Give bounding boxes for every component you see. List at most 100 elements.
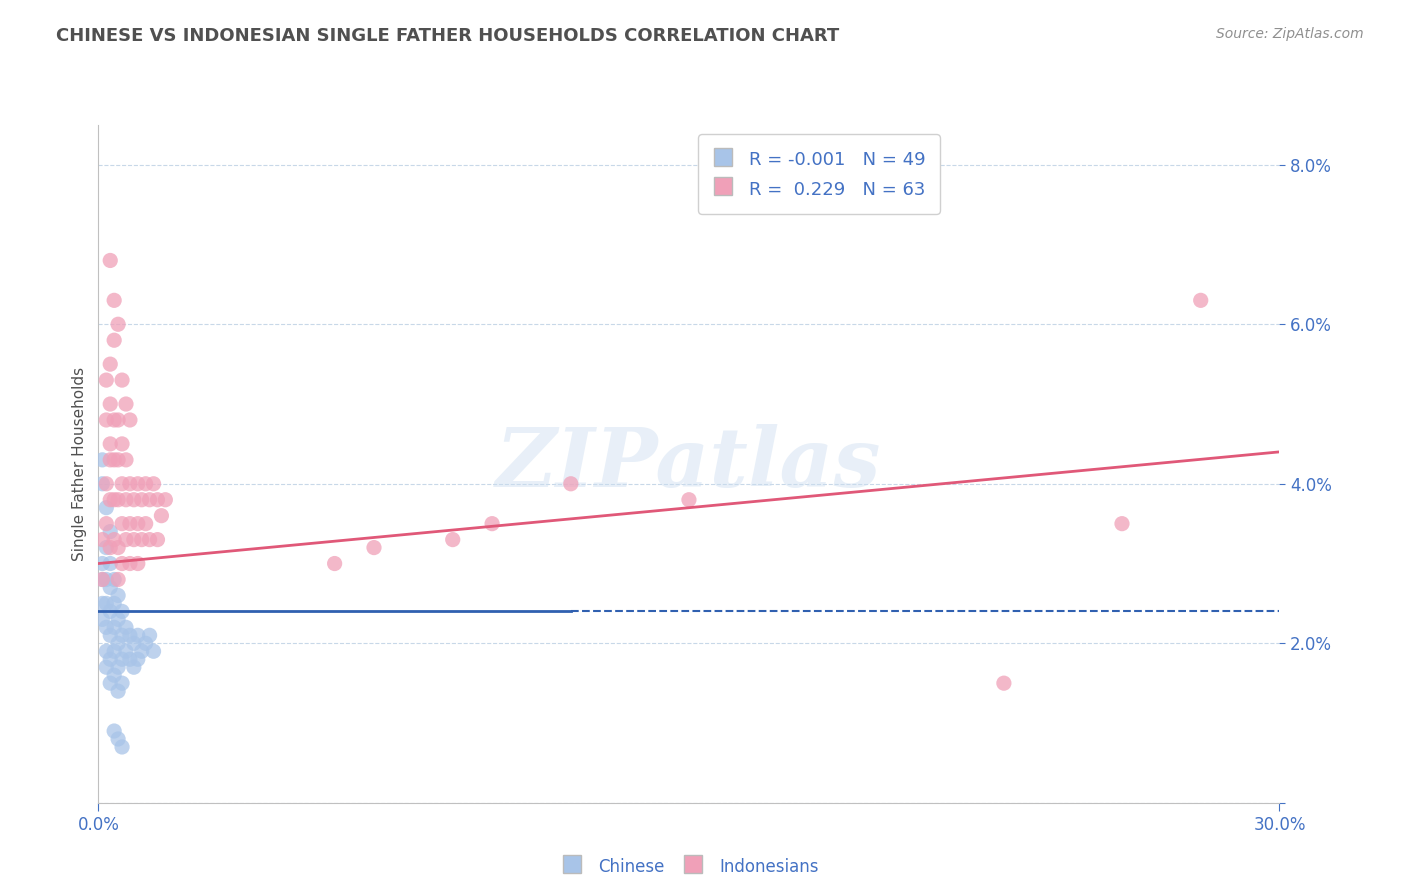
- Point: [98, 357, 121, 371]
- Point: [115, 492, 138, 507]
- Point: [91, 573, 114, 587]
- Point: [107, 660, 129, 674]
- Point: [560, 476, 582, 491]
- Point: [96, 541, 118, 555]
- Point: [122, 492, 145, 507]
- Point: [103, 668, 125, 682]
- Point: [118, 652, 141, 666]
- Point: [118, 476, 141, 491]
- Point: [96, 644, 118, 658]
- Point: [115, 620, 138, 634]
- Point: [98, 397, 121, 411]
- Point: [111, 437, 134, 451]
- Point: [127, 652, 149, 666]
- Text: CHINESE VS INDONESIAN SINGLE FATHER HOUSEHOLDS CORRELATION CHART: CHINESE VS INDONESIAN SINGLE FATHER HOUS…: [56, 27, 839, 45]
- Point: [103, 333, 125, 347]
- Point: [107, 573, 129, 587]
- Point: [111, 652, 134, 666]
- Point: [107, 318, 129, 332]
- Point: [103, 492, 125, 507]
- Point: [107, 684, 129, 698]
- Point: [127, 516, 149, 531]
- Point: [96, 620, 118, 634]
- Point: [131, 644, 153, 658]
- Point: [103, 573, 125, 587]
- Point: [146, 492, 169, 507]
- Point: [111, 516, 134, 531]
- Point: [96, 516, 118, 531]
- Point: [98, 253, 121, 268]
- Point: [98, 581, 121, 595]
- Point: [111, 739, 134, 754]
- Point: [1111, 516, 1133, 531]
- Point: [122, 660, 145, 674]
- Point: [103, 293, 125, 308]
- Point: [96, 500, 118, 515]
- Point: [107, 612, 129, 626]
- Point: [96, 660, 118, 674]
- Point: [135, 516, 157, 531]
- Point: [323, 557, 346, 571]
- Point: [678, 492, 700, 507]
- Point: [98, 437, 121, 451]
- Point: [103, 533, 125, 547]
- Point: [111, 373, 134, 387]
- Point: [107, 589, 129, 603]
- Point: [96, 373, 118, 387]
- Point: [103, 724, 125, 739]
- Point: [138, 492, 160, 507]
- Text: Source: ZipAtlas.com: Source: ZipAtlas.com: [1216, 27, 1364, 41]
- Point: [103, 453, 125, 467]
- Point: [91, 453, 114, 467]
- Point: [122, 533, 145, 547]
- Point: [91, 596, 114, 610]
- Point: [107, 413, 129, 427]
- Point: [111, 476, 134, 491]
- Point: [118, 628, 141, 642]
- Point: [131, 533, 153, 547]
- Y-axis label: Single Father Households: Single Father Households: [72, 367, 87, 561]
- Point: [91, 557, 114, 571]
- Point: [107, 731, 129, 746]
- Point: [98, 541, 121, 555]
- Point: [135, 476, 157, 491]
- Point: [111, 676, 134, 690]
- Point: [107, 636, 129, 650]
- Point: [91, 573, 114, 587]
- Point: [111, 604, 134, 618]
- Point: [138, 533, 160, 547]
- Point: [142, 644, 165, 658]
- Point: [107, 492, 129, 507]
- Point: [107, 541, 129, 555]
- Point: [1189, 293, 1212, 308]
- Point: [91, 533, 114, 547]
- Point: [98, 557, 121, 571]
- Point: [115, 644, 138, 658]
- Point: [993, 676, 1015, 690]
- Point: [142, 476, 165, 491]
- Point: [98, 676, 121, 690]
- Text: ZIPatlas: ZIPatlas: [496, 424, 882, 504]
- Point: [135, 636, 157, 650]
- Point: [111, 628, 134, 642]
- Point: [111, 557, 134, 571]
- Point: [150, 508, 173, 523]
- Point: [118, 413, 141, 427]
- Legend: Chinese, Indonesians: Chinese, Indonesians: [553, 850, 825, 882]
- Point: [118, 557, 141, 571]
- Point: [127, 628, 149, 642]
- Point: [103, 413, 125, 427]
- Point: [146, 533, 169, 547]
- Point: [98, 652, 121, 666]
- Point: [127, 476, 149, 491]
- Point: [107, 453, 129, 467]
- Point: [115, 453, 138, 467]
- Point: [115, 533, 138, 547]
- Point: [103, 644, 125, 658]
- Point: [363, 541, 385, 555]
- Point: [98, 492, 121, 507]
- Point: [98, 628, 121, 642]
- Point: [441, 533, 464, 547]
- Point: [118, 516, 141, 531]
- Point: [96, 573, 118, 587]
